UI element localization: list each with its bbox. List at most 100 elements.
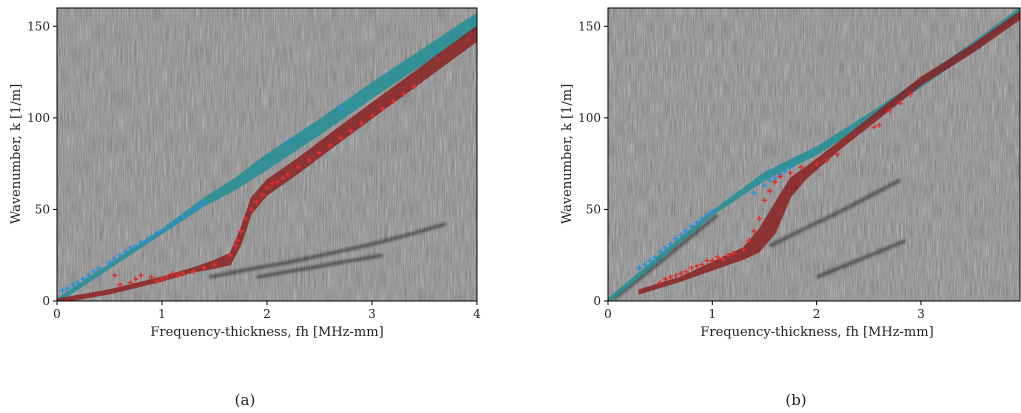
y-axis-label-a: Wavenumber, k [1/m] [9, 84, 24, 224]
red-marker-a [411, 84, 417, 90]
x-tick-label-a: 0 [53, 307, 61, 321]
red-marker-b [709, 258, 715, 264]
red-marker-a [133, 276, 139, 282]
red-marker-a [227, 252, 233, 258]
blue-marker-b [694, 219, 700, 225]
blue-marker-b [699, 216, 705, 222]
x-axis-label-b: Frequency-thickness, fh [MHz-mm] [700, 325, 933, 340]
dark-ridge-b-2 [815, 238, 906, 279]
blue-marker-b [787, 164, 794, 170]
blue-marker-a [175, 217, 181, 223]
blue-marker-b [662, 245, 668, 251]
red-marker-a [201, 265, 207, 271]
red-marker-b [814, 161, 820, 167]
blue-marker-b [704, 212, 710, 218]
blue-marker-a [164, 225, 170, 231]
red-marker-b [673, 272, 679, 278]
red-marker-a [159, 276, 165, 282]
red-marker-a [175, 272, 181, 278]
red-marker-b [694, 263, 700, 269]
red-marker-a [154, 278, 160, 284]
red-marker-a [316, 150, 323, 156]
blue-marker-b [657, 249, 663, 255]
y-tick-label-a: 100 [27, 111, 50, 125]
red-marker-b [704, 258, 710, 264]
red-marker-b [683, 269, 689, 275]
blue-marker-a [159, 228, 165, 234]
blue-marker-b [652, 254, 658, 260]
red-marker-a [148, 274, 155, 280]
red-marker-b [741, 247, 747, 253]
blue-marker-a [80, 276, 86, 282]
blue-marker-a [112, 256, 118, 262]
x-tick-label-a: 4 [473, 307, 481, 321]
red-marker-a [138, 272, 144, 278]
blue-marker-b [688, 223, 694, 229]
blue-marker-b [641, 261, 648, 267]
red-marker-b [871, 124, 877, 130]
blue-marker-a [201, 199, 207, 205]
red-marker-a [400, 91, 407, 97]
red-marker-b [834, 151, 841, 158]
data-marks-a [57, 12, 477, 301]
blue-marker-b [782, 168, 788, 174]
red-marker-a [117, 281, 123, 288]
red-marker-b [730, 250, 736, 256]
red-marker-a [164, 274, 170, 280]
x-tick-label-b: 3 [917, 307, 925, 321]
blue-marker-a [143, 238, 149, 244]
blue-marker-a [85, 272, 92, 278]
red-marker-a [232, 243, 239, 249]
blue-marker-a [70, 281, 76, 288]
blue-marker-b [673, 236, 679, 242]
red-marker-b [678, 270, 684, 277]
red-marker-b [699, 261, 705, 267]
blue-marker-b [668, 241, 674, 247]
red-marker-a [127, 280, 134, 286]
y-tick-label-b: 100 [578, 111, 601, 125]
x-tick-label-a: 2 [263, 307, 271, 321]
blue-marker-a [180, 214, 186, 220]
blue-marker-b [761, 183, 768, 189]
red-marker-a [306, 157, 312, 163]
blue-marker-a [127, 245, 134, 251]
red-marker-a [169, 270, 176, 277]
blue-marker-a [75, 280, 81, 286]
red-marker-b [662, 276, 668, 282]
y-tick-label-b: 150 [578, 19, 601, 33]
red-marker-a [274, 179, 281, 185]
red-marker-b [668, 274, 674, 280]
red-marker-a [259, 192, 265, 198]
y-axis-label-b: Wavenumber, k [1/m] [560, 84, 575, 224]
caption-b: (b) [785, 391, 806, 409]
dark-ridge-a-0 [208, 222, 446, 279]
teal-band-a [57, 12, 477, 301]
red-marker-a [369, 113, 375, 119]
red-marker-b [725, 252, 731, 258]
y-tick-label-b: 0 [593, 294, 601, 308]
red-marker-a [358, 120, 365, 126]
red-marker-b [876, 122, 882, 128]
blue-marker-a [122, 249, 128, 255]
blue-marker-b [751, 190, 757, 196]
y-tick-label-a: 50 [35, 202, 50, 216]
red-marker-b [761, 197, 768, 203]
blue-marker-a [285, 139, 291, 145]
y-tick-label-a: 150 [27, 19, 50, 33]
maroon-band-b [638, 10, 1020, 295]
blue-marker-b [767, 177, 773, 183]
x-tick-label-b: 0 [604, 307, 612, 321]
red-marker-a [337, 135, 344, 141]
ticks-a: 0 1 2 3 4 0 50 100 150 [27, 19, 481, 321]
red-marker-b [897, 100, 903, 106]
data-marks-b [608, 8, 1020, 301]
red-marker-a [285, 172, 291, 178]
blue-marker-a [337, 106, 344, 112]
red-marker-b [777, 173, 783, 180]
caption-a: (a) [235, 391, 256, 409]
dark-ridge-b-0 [612, 213, 719, 301]
red-marker-a [211, 261, 218, 267]
red-marker-b [772, 179, 778, 185]
red-marker-b [767, 188, 773, 194]
red-marker-b [714, 254, 721, 260]
